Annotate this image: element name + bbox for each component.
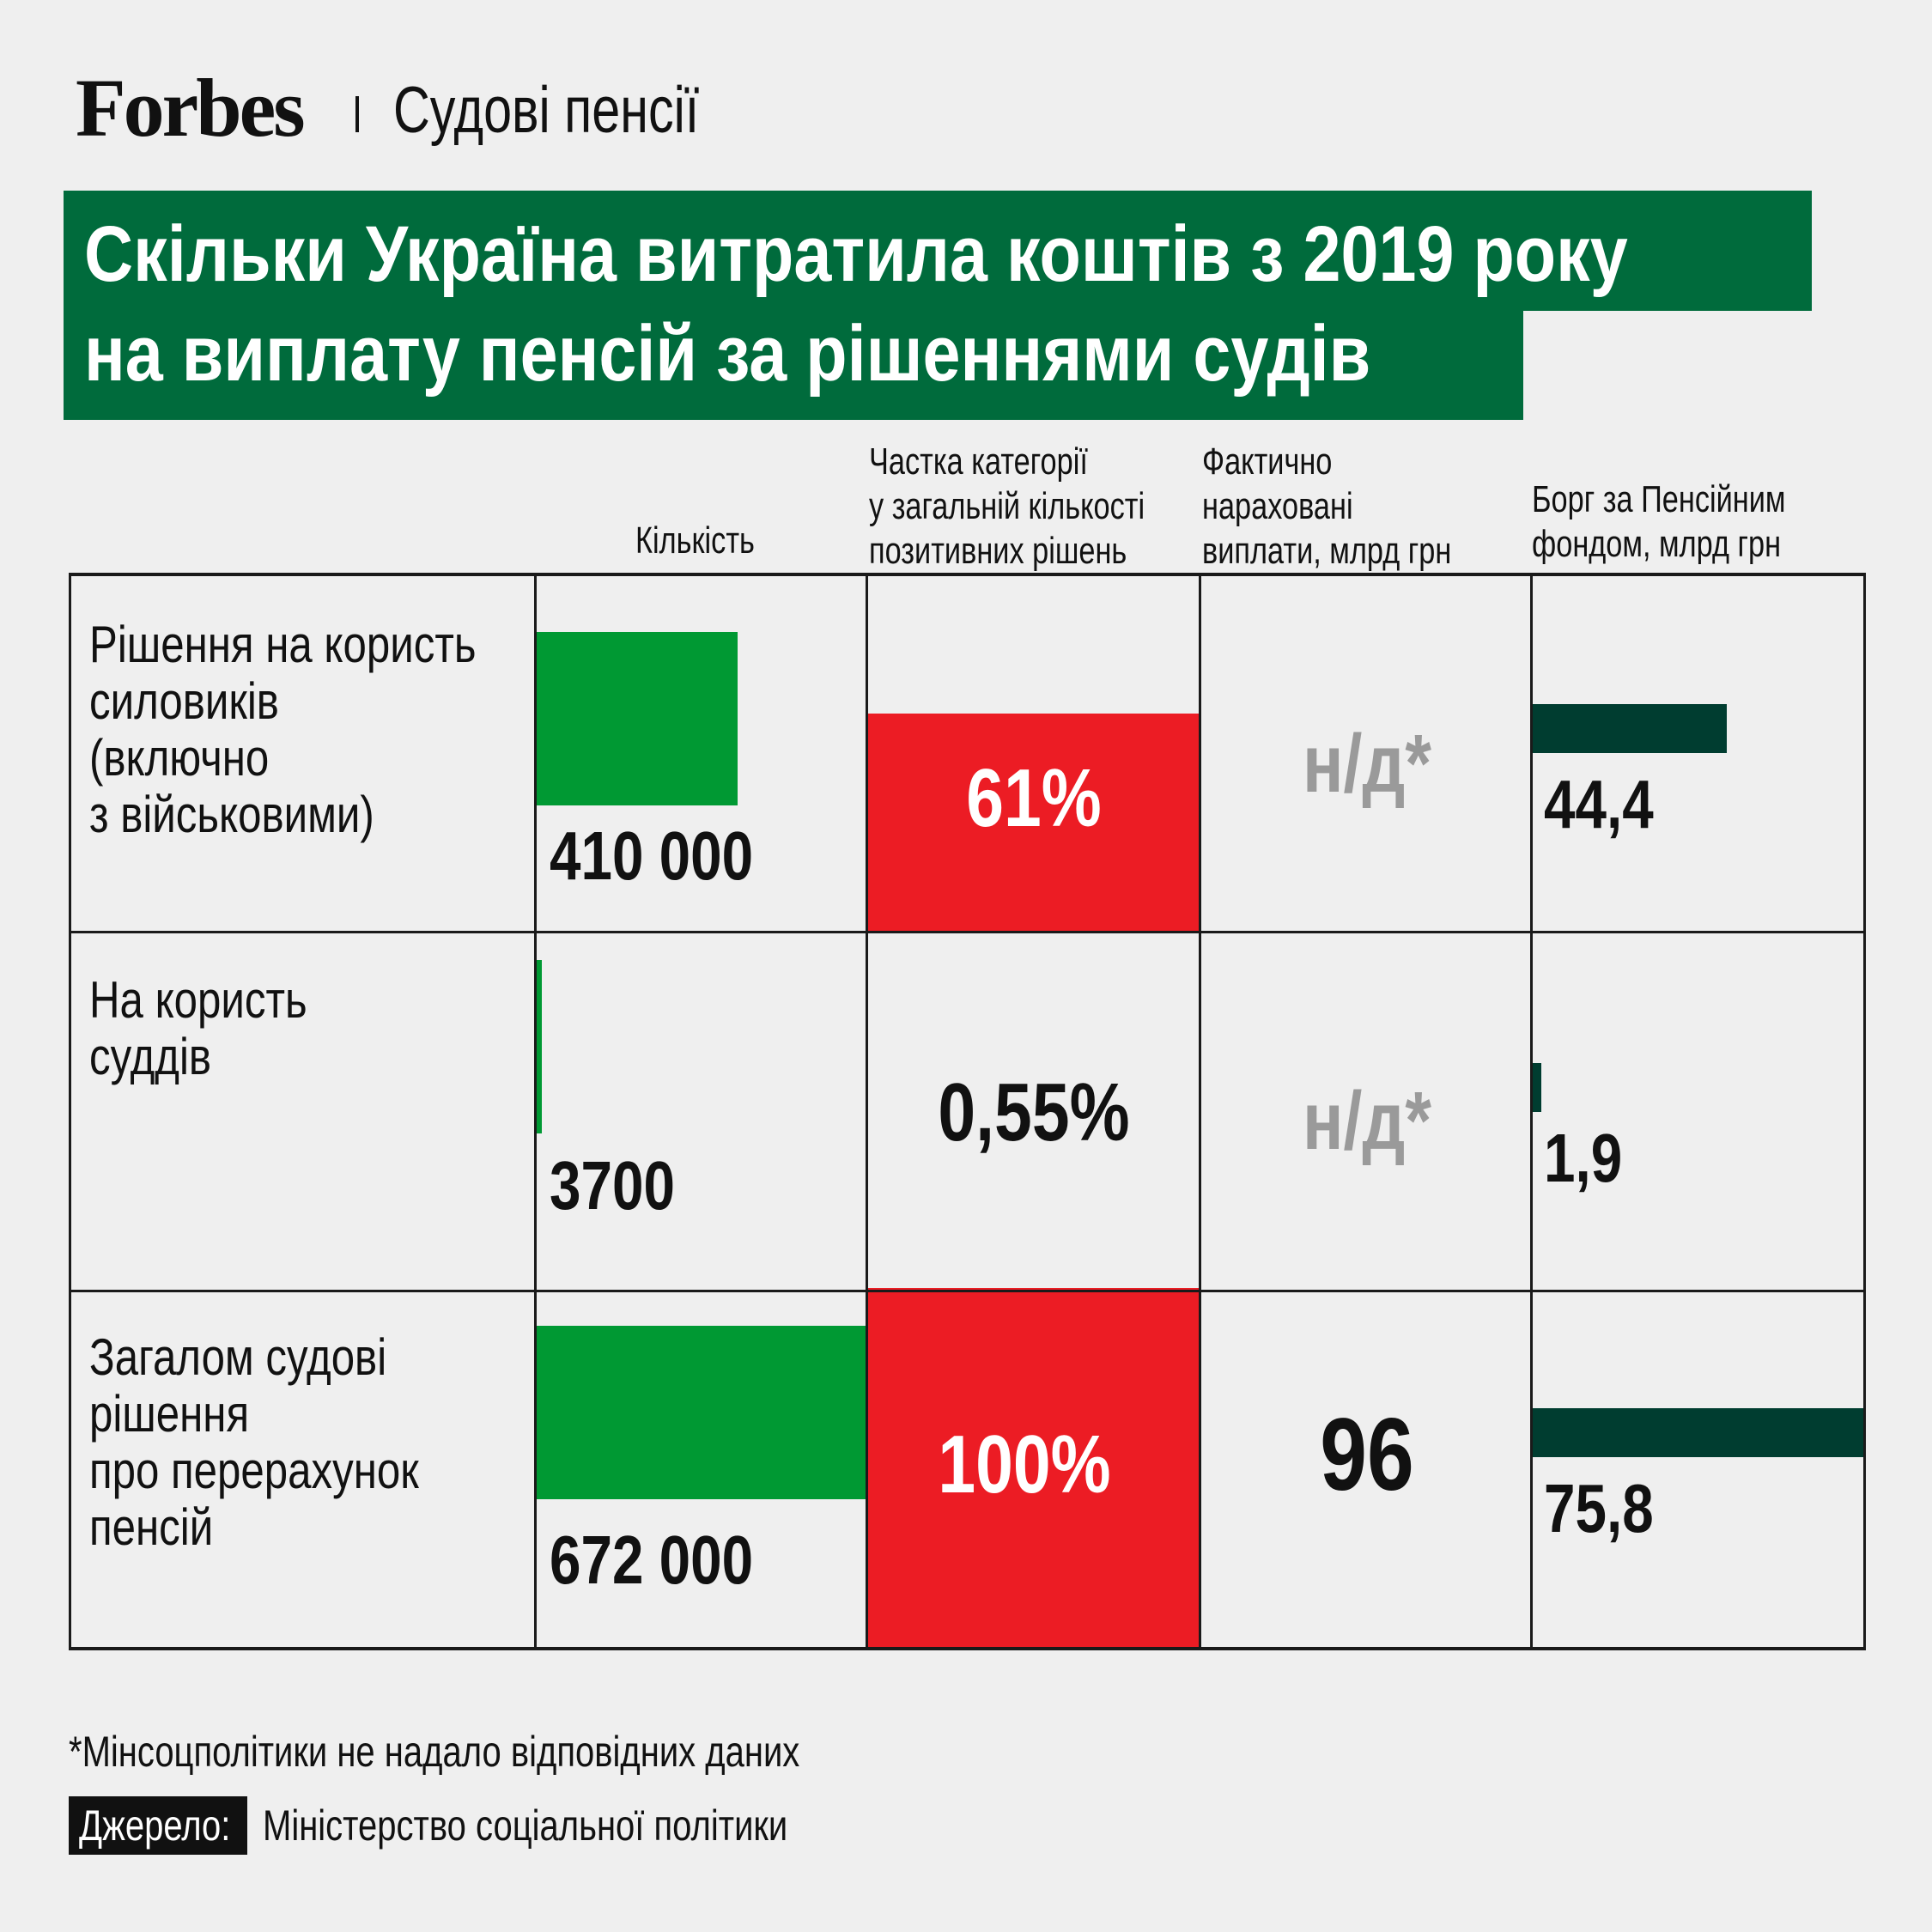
row-label-total: Загалом судові рішення про перерахунок п…: [89, 1329, 419, 1556]
accrued-value-judges: н/д*: [1302, 1075, 1432, 1167]
share-value-total: 100%: [938, 1419, 1111, 1510]
title-band-top: [64, 191, 1812, 311]
column-header-accrued: Фактично нараховані виплати, млрд грн: [1202, 440, 1451, 574]
column-header-debt-line: фондом, млрд грн: [1532, 523, 1782, 565]
column-header-accrued-line: виплати, млрд грн: [1202, 530, 1452, 572]
column-header-share-line: у загальній кількості: [869, 485, 1145, 527]
row-label-line: суддів: [89, 1028, 212, 1085]
grid-line-col-4: [1530, 573, 1533, 1650]
footnote: *Мінсоцполітики не надало відповідних да…: [69, 1728, 800, 1776]
debt-bar-judges: [1533, 1063, 1541, 1112]
row-label-security: Рішення на користь силовиків (включно з …: [89, 617, 476, 843]
grid-line-bottom: [69, 1647, 1866, 1650]
row-label-line: (включно: [89, 729, 270, 787]
count-value-total: 672 000: [550, 1522, 754, 1598]
grid-line-col-1: [534, 573, 537, 1650]
grid-line-col-0: [69, 573, 71, 1650]
row-label-line: рішення: [89, 1385, 250, 1443]
share-value-security: 61%: [966, 752, 1102, 844]
chart-title-line-1: Скільки Україна витратила коштів з 2019 …: [84, 210, 1628, 298]
row-label-judges: На користь суддів: [89, 972, 307, 1085]
grid-line-row-2: [69, 1290, 1866, 1292]
column-header-count: Кількість: [635, 519, 755, 563]
count-value-security: 410 000: [550, 817, 754, 894]
share-value-judges: 0,55%: [938, 1066, 1130, 1158]
share-bar-security: [868, 714, 1199, 931]
share-bar-judges: [868, 1288, 1199, 1290]
column-header-count-line: Кількість: [635, 519, 755, 562]
grid-line-col-2: [866, 573, 868, 1650]
column-header-accrued-line: нараховані: [1202, 485, 1353, 527]
section-title: Судові пенсії: [393, 74, 700, 147]
column-header-accrued-line: Фактично: [1202, 440, 1333, 483]
source-label-box: [69, 1796, 247, 1855]
row-label-line: пенсій: [89, 1498, 214, 1556]
grid-line-top: [69, 573, 1866, 576]
row-label-line: На користь: [89, 971, 307, 1029]
count-bar-total: [537, 1326, 866, 1499]
accrued-value-total: 96: [1320, 1397, 1414, 1512]
row-label-line: з військовими): [89, 786, 374, 843]
count-value-judges: 3700: [550, 1147, 675, 1224]
accrued-value-security: н/д*: [1302, 718, 1432, 810]
debt-value-total: 75,8: [1544, 1470, 1654, 1546]
grid-line-col-3: [1199, 573, 1201, 1650]
count-bar-judges: [537, 960, 542, 1133]
forbes-logo: Forbes: [76, 62, 306, 154]
share-bar-total: [868, 1292, 1199, 1647]
column-header-debt: Борг за Пенсійним фондом, млрд грн: [1532, 477, 1785, 567]
source-label: Джерело:: [79, 1801, 231, 1850]
header-divider: [355, 96, 359, 132]
row-label-line: Рішення на користь: [89, 616, 477, 673]
column-header-share-line: Частка категорії: [869, 440, 1088, 483]
source-text: Міністерство соціальної політики: [263, 1801, 788, 1850]
column-header-debt-line: Борг за Пенсійним: [1532, 478, 1786, 520]
column-header-share-line: позитивних рішень: [869, 530, 1127, 572]
row-label-line: про перерахунок: [89, 1442, 419, 1499]
row-label-line: Загалом судові: [89, 1328, 387, 1386]
count-bar-security: [537, 632, 738, 805]
debt-value-judges: 1,9: [1544, 1120, 1623, 1196]
grid-line-row-1: [69, 931, 1866, 933]
column-header-share: Частка категорії у загальній кількості п…: [869, 440, 1145, 574]
grid-line-col-5: [1863, 573, 1866, 1650]
debt-bar-security: [1533, 704, 1727, 753]
debt-value-security: 44,4: [1544, 766, 1654, 842]
chart-title-line-2: на виплату пенсій за рішеннями судів: [84, 310, 1371, 398]
debt-bar-total: [1533, 1408, 1863, 1457]
row-label-line: силовиків: [89, 672, 279, 730]
title-band-bottom: [64, 292, 1523, 420]
